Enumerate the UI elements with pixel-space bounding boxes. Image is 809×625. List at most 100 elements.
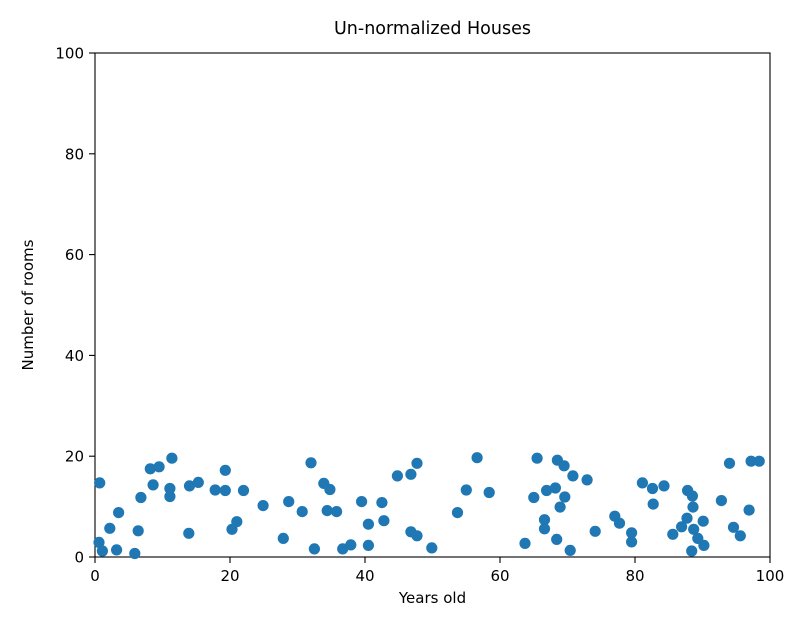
- x-tick-label: 60: [490, 567, 509, 585]
- scatter-point: [321, 505, 333, 517]
- scatter-point: [183, 480, 196, 492]
- scatter-point: [277, 532, 289, 545]
- scatter-point: [460, 484, 472, 496]
- scatter-point: [231, 516, 243, 528]
- scatter-point: [166, 452, 178, 464]
- scatter-point: [356, 496, 368, 508]
- scatter-point: [324, 483, 336, 496]
- scatter-point: [723, 457, 736, 469]
- scatter-point: [745, 455, 757, 467]
- scatter-point: [697, 515, 709, 527]
- scatter-point: [528, 491, 540, 504]
- chart-title: Un-normalized Houses: [334, 19, 531, 39]
- scatter-point: [219, 484, 231, 497]
- scatter-point: [209, 484, 221, 496]
- scatter-point: [686, 490, 699, 502]
- scatter-point: [405, 468, 417, 480]
- scatter-point: [345, 539, 357, 551]
- scatter-point: [144, 463, 156, 475]
- scatter-point: [698, 539, 710, 552]
- scatter-point: [257, 500, 269, 512]
- scatter-point: [296, 506, 308, 518]
- scatter-point: [411, 457, 423, 469]
- scatter-point: [554, 501, 566, 513]
- x-tick-label: 20: [220, 567, 239, 585]
- y-tick-label: 60: [65, 246, 84, 264]
- scatter-point: [192, 476, 204, 488]
- scatter-point: [94, 477, 106, 489]
- scatter-point: [237, 484, 250, 497]
- scatter-point: [305, 457, 317, 469]
- scatter-point: [283, 496, 295, 508]
- scatter-point: [567, 470, 579, 482]
- x-axis-label: Years old: [398, 589, 467, 607]
- scatter-point: [581, 474, 593, 486]
- scatter-point: [219, 464, 231, 476]
- scatter-point: [132, 525, 144, 537]
- scatter-point: [753, 455, 765, 467]
- scatter-point: [362, 518, 374, 530]
- scatter-point: [483, 486, 495, 499]
- x-tick-label: 0: [90, 567, 100, 585]
- scatter-point: [331, 506, 343, 518]
- scatter-point: [727, 521, 740, 533]
- scatter-point: [129, 547, 141, 560]
- scatter-point: [626, 536, 638, 548]
- scatter-point: [541, 484, 553, 497]
- scatter-point: [362, 539, 374, 552]
- scatter-point: [626, 527, 638, 539]
- scatter-point: [636, 477, 649, 489]
- scatter-point: [113, 506, 125, 519]
- scatter-point: [183, 527, 195, 539]
- y-tick-label: 80: [65, 145, 84, 163]
- scatter-point: [549, 482, 562, 494]
- scatter-point: [734, 530, 746, 542]
- scatter-point: [147, 479, 159, 491]
- scatter-point: [164, 482, 176, 495]
- scatter-point: [538, 523, 551, 535]
- scatter-point: [426, 542, 438, 554]
- x-tick-label: 40: [355, 567, 374, 585]
- scatter-point: [96, 545, 108, 557]
- scatter-point: [411, 530, 423, 542]
- scatter-point: [613, 517, 626, 529]
- scatter-point: [564, 544, 576, 557]
- scatter-point: [519, 537, 531, 550]
- scatter-point: [376, 497, 388, 509]
- scatter-point: [589, 525, 601, 537]
- scatter-point: [646, 482, 659, 495]
- scatter-point: [686, 545, 698, 557]
- scatter-point: [111, 544, 123, 556]
- scatter-point: [471, 452, 483, 464]
- scatter-point: [688, 523, 700, 535]
- scatter-point: [164, 490, 176, 503]
- x-tick-label: 80: [625, 567, 644, 585]
- y-tick-label: 40: [65, 347, 84, 365]
- scatter-point: [647, 498, 659, 510]
- scatter-point: [715, 495, 728, 507]
- scatter-point: [538, 514, 551, 526]
- scatter-point: [676, 521, 688, 533]
- scatter-point: [551, 533, 563, 546]
- scatter-point: [104, 522, 116, 534]
- scatter-point: [559, 491, 571, 503]
- scatter-point: [667, 528, 679, 540]
- y-tick-label: 100: [55, 45, 84, 63]
- y-tick-label: 20: [65, 448, 84, 466]
- y-tick-label: 0: [74, 549, 84, 567]
- scatter-point: [378, 515, 390, 527]
- scatter-point: [451, 506, 464, 519]
- scatter-point: [558, 460, 570, 472]
- scatter-point: [93, 536, 105, 549]
- scatter-point: [743, 504, 755, 516]
- scatter-point: [681, 512, 693, 524]
- scatter-point: [308, 543, 320, 555]
- scatter-point: [391, 470, 403, 482]
- scatter-point: [658, 480, 670, 492]
- scatter-point: [531, 452, 543, 464]
- scatter-point: [687, 501, 699, 513]
- scatter-point: [153, 461, 165, 473]
- x-tick-label: 100: [756, 567, 785, 585]
